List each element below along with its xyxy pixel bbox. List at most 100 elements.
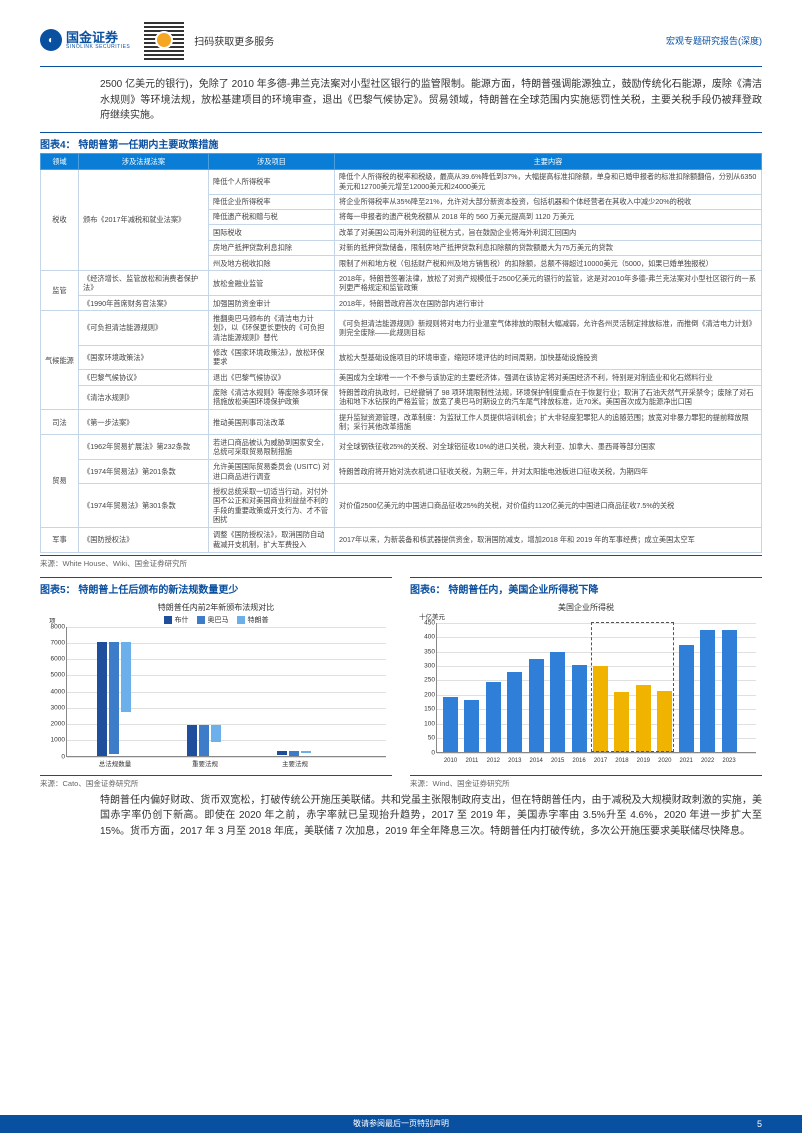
cell-law: 《巴黎气候协议》 — [79, 370, 209, 385]
cell-domain: 税收 — [41, 169, 79, 271]
chart6-bar — [464, 700, 479, 752]
chart5-ytick: 0 — [43, 753, 65, 760]
table-row: 气候能源《可负担清洁能源规则》推翻奥巴马颁布的《清洁电力计划》，以《环保更长更快… — [41, 311, 762, 345]
cell-item: 房地产抵押贷款利息扣除 — [209, 240, 335, 255]
chart6-bar — [679, 645, 694, 752]
cell-law: 《可负担清洁能源规则》 — [79, 311, 209, 345]
figure5-caption: 图表5： 特朗普上任后颁布的新法规数量更少 — [40, 577, 392, 596]
page-header: ◐ 国金证券 SINOLINK SECURITIES 扫码获取更多服务 宏观专题… — [40, 18, 762, 67]
company-name-zh: 国金证券 — [66, 31, 130, 44]
figure5-source: 来源：Cato、国金证券研究所 — [40, 775, 392, 789]
cell-law: 《1974年贸易法》第201条款 — [79, 459, 209, 484]
chart6-bar — [529, 659, 544, 751]
th-item: 涉及项目 — [209, 153, 335, 169]
cell-item: 修改《国家环境政策法》，放松环保要求 — [209, 345, 335, 370]
chart5-legend-item: 奥巴马 — [197, 615, 229, 625]
th-domain: 领域 — [41, 153, 79, 169]
cell-law: 《清洁水规则》 — [79, 385, 209, 410]
figure4-caption: 图表4： 特朗普第一任期内主要政策措施 — [40, 132, 762, 151]
chart5-bar-group — [97, 642, 131, 756]
chart6-xlabel: 2019 — [637, 758, 650, 764]
cell-domain: 军事 — [41, 527, 79, 552]
cell-domain: 监管 — [41, 271, 79, 311]
qr-code — [142, 18, 186, 62]
chart5-bar — [289, 751, 299, 755]
table-row: 税收颁布《2017年减税和就业法案》降低个人所得税率降低个人所得税的税率和税级，… — [41, 169, 762, 194]
table-row: 司法《第一步法案》推动美国刑事司法改革提升监狱资源管理，改革制度：为监狱工作人员… — [41, 410, 762, 435]
cell-content: 对新的抵押贷款储备，限制房地产抵押贷款利息扣除额的贷款额最大为75万美元的贷款 — [335, 240, 762, 255]
chart5-bar — [199, 725, 209, 756]
chart5-bar-group — [277, 751, 311, 755]
chart5-ytick: 1000 — [43, 737, 65, 744]
cell-content: 美国成为全球唯一一个不参与该协定的主要经济体，强调在该协定将对美国经济不利，特别… — [335, 370, 762, 385]
chart6-xlabel: 2020 — [658, 758, 671, 764]
chart6-ytick: 300 — [413, 662, 435, 669]
document-type: 宏观专题研究报告(深度) — [666, 34, 762, 47]
chart6-xlabel: 2010 — [444, 758, 457, 764]
chart6-bar — [572, 665, 587, 752]
cell-law: 《1962年贸易扩展法》第232条款 — [79, 435, 209, 460]
table-row: 监管《经济增长、监管放松和消费者保护法》放松金融业监管2018年，特朗普签署法律… — [41, 271, 762, 296]
chart6-bar — [507, 672, 522, 751]
chart6-bar — [700, 630, 715, 751]
table-row: 《国家环境政策法》修改《国家环境政策法》，放松环保要求放松大型基础设施项目的环境… — [41, 345, 762, 370]
chart6-ytick: 450 — [413, 619, 435, 626]
cell-law: 颁布《2017年减税和就业法案》 — [79, 169, 209, 271]
cell-item: 降低个人所得税率 — [209, 169, 335, 194]
cell-law: 《国防授权法》 — [79, 527, 209, 552]
chart6-xlabel: 2021 — [680, 758, 693, 764]
cell-content: 提升监狱资源管理，改革制度：为监狱工作人员提供培训机会；扩大非轻度犯罪犯人的追随… — [335, 410, 762, 435]
cell-content: 特朗普政府将开始对洗衣机进口征收关税，为期三年，并对太阳能电池板进口征收关税，为… — [335, 459, 762, 484]
cell-content: 对价值2500亿美元的中国进口商品征收25%的关税，对价值约1120亿美元的中国… — [335, 484, 762, 527]
chart6-xlabel: 2016 — [572, 758, 585, 764]
chart5-ytick: 2000 — [43, 721, 65, 728]
figure4-source: 来源：White House、Wiki、国金证券研究所 — [40, 555, 762, 569]
chart6-bar — [722, 630, 737, 751]
cell-item: 州及地方税收扣除 — [209, 256, 335, 271]
chart6-ytick: 100 — [413, 720, 435, 727]
cell-law: 《1990年首席财务官法案》 — [79, 296, 209, 311]
chart5-ytick: 5000 — [43, 672, 65, 679]
th-law: 涉及法规法案 — [79, 153, 209, 169]
cell-item: 若进口商品被认为威胁到国家安全，总统可采取贸易限制措施 — [209, 435, 335, 460]
chart5-bar — [121, 642, 131, 712]
company-logo: ◐ 国金证券 SINOLINK SECURITIES — [40, 29, 130, 51]
chart6-xlabel: 2014 — [530, 758, 543, 764]
chart5-bar-group — [187, 725, 221, 756]
cell-law: 《第一步法案》 — [79, 410, 209, 435]
chart6-ytick: 250 — [413, 677, 435, 684]
chart5: 特朗普任内前2年新颁布法规对比 布什奥巴马特朗普 项 0100020003000… — [40, 598, 392, 773]
chart5-xlabel: 总法规数量 — [99, 758, 132, 768]
chart6-xlabel: 2013 — [508, 758, 521, 764]
cell-content: 2017年以来，为新装备和核武器提供资金，取消国防减支，增加2018 年和 20… — [335, 527, 762, 552]
cell-item: 授权总统采取一切适当行动，对付外国不公正和对美国商业利益益不利的手段的重要政策或… — [209, 484, 335, 527]
chart5-bar — [97, 642, 107, 756]
cell-content: 将每一申报者的遗产税免税额从 2018 年的 560 万美元提高到 1120 万… — [335, 209, 762, 224]
table-row: 《1990年首席财务官法案》加强国防资金审计2018年，特朗普政府首次在国防部内… — [41, 296, 762, 311]
chart5-bar — [211, 725, 221, 742]
table-row: 《1974年贸易法》第201条款允许美国国际贸易委员会 (USITC) 对进口商… — [41, 459, 762, 484]
chart5-xlabel: 主要法规 — [282, 758, 308, 768]
cell-item: 调整《国防授权法》，取消国防自动裁减开支机制，扩大军费投入 — [209, 527, 335, 552]
cell-content: 《可负担清洁能源规则》新规则将对电力行业温室气体排放的限制大幅减弱，允许各州灵活… — [335, 311, 762, 345]
chart5-ytick: 4000 — [43, 688, 65, 695]
body-paragraph: 特朗普任内偏好财政、货币双宽松，打破传统公开施压美联储。共和党虽主张限制政府支出… — [100, 793, 762, 840]
chart6-ytick: 50 — [413, 735, 435, 742]
cell-item: 废除《清洁水规则》等废除多项环保措施放松美国环境保护政策 — [209, 385, 335, 410]
chart5-ytick: 3000 — [43, 704, 65, 711]
chart5-bar — [301, 751, 311, 752]
chart5-bar — [277, 751, 287, 755]
chart5-legend-item: 特朗普 — [237, 615, 269, 625]
chart6-title: 美国企业所得税 — [412, 602, 760, 613]
cell-domain: 司法 — [41, 410, 79, 435]
intro-paragraph: 2500 亿美元的银行)，免除了 2010 年多德-弗兰克法案对小型社区银行的监… — [100, 77, 762, 124]
cell-law: 《经济增长、监管放松和消费者保护法》 — [79, 271, 209, 296]
chart6: 美国企业所得税 十亿美元 050100150200250300350400450… — [410, 598, 762, 773]
chart5-bar — [187, 725, 197, 756]
chart6-ytick: 400 — [413, 634, 435, 641]
table-row: 《巴黎气候协议》退出《巴黎气候协议》美国成为全球唯一一个不参与该协定的主要经济体… — [41, 370, 762, 385]
chart5-legend-item: 布什 — [164, 615, 189, 625]
cell-item: 降低遗产税和赠与税 — [209, 209, 335, 224]
cell-item: 推翻奥巴马颁布的《清洁电力计划》，以《环保更长更快的《可负担清洁能源规则》替代 — [209, 311, 335, 345]
chart6-xlabel: 2022 — [701, 758, 714, 764]
